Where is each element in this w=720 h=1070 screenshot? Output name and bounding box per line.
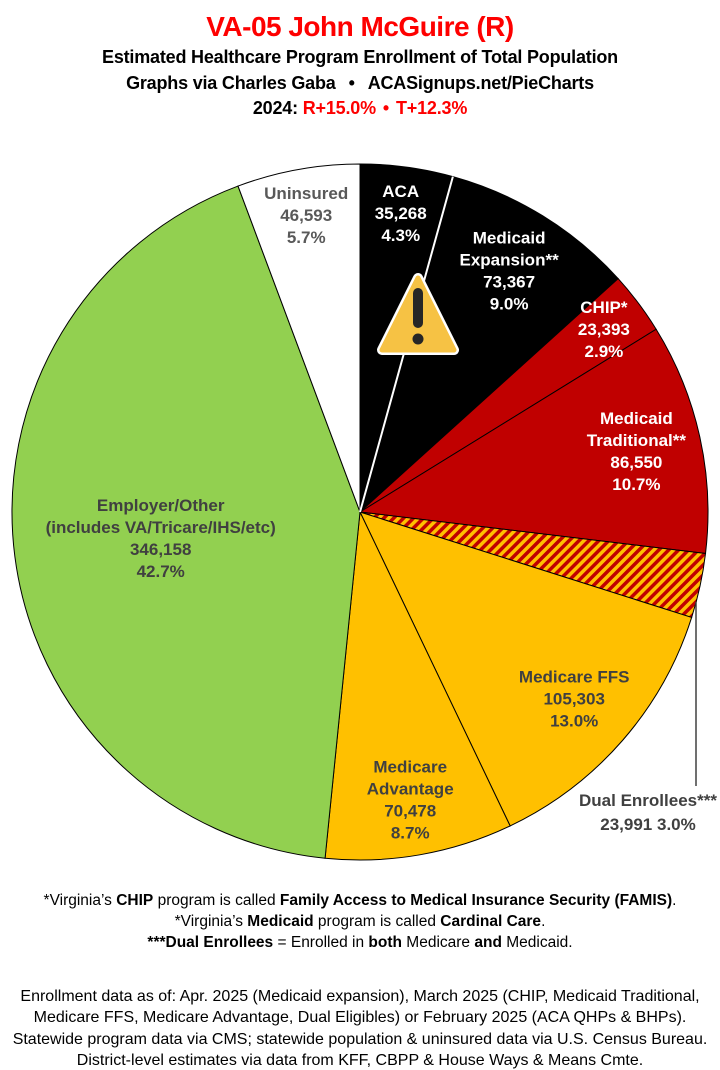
pie-label-medicaid-traditional-value: 86,550	[610, 453, 662, 472]
footnote-segment: .	[541, 913, 546, 930]
subtitle: Estimated Healthcare Program Enrollment …	[102, 47, 618, 67]
footnote-segment: and	[474, 934, 502, 951]
pie-slice-medicaid-traditional	[358, 328, 709, 555]
pie-label-medicaid-traditional: Traditional**	[587, 431, 687, 450]
pie-label-aca-percent: 4.3%	[381, 226, 420, 245]
disclaimer-line-3: Statewide program data via CMS; statewid…	[12, 1030, 708, 1048]
site-link-text: ACASignups.net/PieCharts	[367, 72, 594, 93]
footnote-segment: *Virginia’s	[174, 913, 248, 930]
pie-label-medicaid-expansion-value: 73,367	[483, 272, 535, 291]
footnote-segment: Medicaid	[247, 913, 314, 930]
enrollment-pie-chart: ACA 35,268 4.3% Medicaid Expansion** 73,367 9.…	[11, 163, 717, 861]
pie-slice-uninsured	[237, 163, 361, 513]
footnote-line-3: ***Dual Enrollees = Enrolled in both Med…	[0, 932, 720, 953]
pie-label-employer-other: (includes VA/Tricare/IHS/etc)	[46, 518, 276, 537]
pie-label-uninsured-value: 46,593	[280, 206, 332, 225]
pie-slice-medicare-ffs	[359, 511, 693, 827]
pie-slice-medicare-advantage	[324, 510, 511, 861]
header: VA-05 John McGuire (R) Estimated Healthc…	[0, 8, 720, 122]
footnote-segment: = Enrolled in	[273, 934, 369, 951]
pie-label-chip: CHIP*	[580, 298, 628, 317]
pie-label-dual-enrollees: Dual Enrollees***	[579, 791, 717, 810]
pie-label-employer-other-value: 346,158	[130, 540, 191, 559]
pie-label-aca-value: 35,268	[375, 204, 427, 223]
pie-label-medicaid-traditional: Medicaid	[600, 409, 673, 428]
pie-label-medicare-ffs-percent: 13.0%	[550, 712, 598, 731]
disclaimer-line-4: District-level estimates via data from K…	[76, 1051, 644, 1069]
data-sources-disclaimer: Enrollment data as of: Apr. 2025 (Medica…	[0, 986, 720, 1070]
footnotes: *Virginia’s CHIP program is called Famil…	[0, 890, 720, 953]
footnote-segment: both	[368, 934, 402, 951]
pie-label-medicare-advantage: Medicare	[373, 758, 447, 777]
footnote-segment: *Virginia’s	[43, 892, 117, 909]
footnote-segment: Medicaid.	[501, 934, 573, 951]
pie-label-medicare-ffs-value: 105,303	[543, 690, 604, 709]
footnote-segment: Medicare	[401, 934, 475, 951]
pie-label-uninsured-percent: 5.7%	[287, 228, 326, 247]
pie-label-medicare-advantage-percent: 8.7%	[391, 824, 430, 843]
footnote-segment: program is called	[153, 892, 280, 909]
pie-slice-employer-other	[11, 185, 361, 859]
pie-label-chip-percent: 2.9%	[585, 342, 624, 361]
pie-label-aca: ACA	[382, 182, 419, 201]
footnote-segment: Family Access to Medical Insurance Secur…	[279, 892, 673, 909]
footnote-line-2: *Virginia’s Medicaid program is called C…	[0, 911, 720, 932]
bullet-icon: •	[382, 98, 389, 118]
attribution-text: Graphs via Charles Gaba	[126, 72, 336, 93]
pie-label-dual-enrollees-value: 23,991 3.0%	[600, 815, 695, 834]
disclaimer-line-1: Enrollment data as of: Apr. 2025 (Medica…	[20, 988, 700, 1005]
pie-label-uninsured: Uninsured	[264, 184, 348, 203]
pie-label-employer-other-percent: 42.7%	[137, 562, 185, 581]
warning-icon	[377, 273, 459, 355]
pie-label-medicare-advantage: Advantage	[367, 780, 454, 799]
disclaimer-line-2: Medicare FFS, Medicare Advantage, Dual E…	[33, 1009, 687, 1027]
footnote-segment: program is called	[313, 913, 441, 930]
lean-t-value: T+12.3%	[395, 98, 468, 118]
pie-label-employer-other: Employer/Other	[97, 496, 225, 515]
page-title: VA-05 John McGuire (R)	[206, 11, 514, 42]
pie-label-medicaid-traditional-percent: 10.7%	[612, 475, 660, 494]
bullet-icon: •	[348, 72, 355, 93]
lean-r-value: R+15.0%	[302, 98, 376, 118]
partisan-lean-line: 2024: R+15.0% • T+12.3%	[0, 96, 720, 122]
footnote-segment: CHIP	[116, 892, 154, 909]
pie-slice-medicaid-expansion	[359, 176, 619, 514]
footnote-segment: Cardinal Care	[440, 913, 542, 930]
pie-label-chip-value: 23,393	[578, 320, 630, 339]
year-label: 2024:	[252, 98, 298, 118]
pie-label-medicare-advantage-value: 70,478	[384, 802, 436, 821]
footnote-segment: .	[672, 892, 677, 909]
pie-label-medicaid-expansion: Medicaid	[473, 228, 546, 247]
pie-label-medicare-ffs: Medicare FFS	[519, 668, 630, 687]
pie-label-medicaid-expansion-percent: 9.0%	[490, 294, 529, 313]
pie-label-medicaid-expansion: Expansion**	[459, 250, 559, 269]
footnote-line-1: *Virginia’s CHIP program is called Famil…	[0, 890, 720, 911]
attribution-line: Graphs via Charles Gaba • ACASignups.net/P…	[0, 71, 720, 97]
footnote-segment: ***Dual Enrollees	[147, 934, 274, 951]
